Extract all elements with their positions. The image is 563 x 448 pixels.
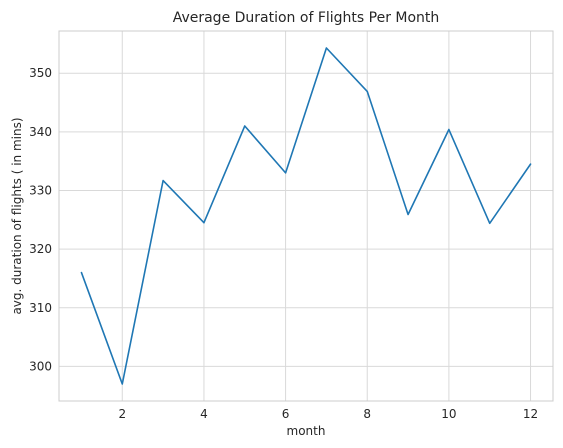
- series-layer: [80, 47, 532, 385]
- x-tick-label: 8: [363, 407, 371, 421]
- x-tick-label: 4: [200, 407, 208, 421]
- y-tick-label: 320: [29, 242, 52, 256]
- x-tick-label: 12: [523, 407, 538, 421]
- plot-area: [59, 31, 553, 401]
- grid: [59, 31, 553, 401]
- y-tick-label: 300: [29, 359, 52, 373]
- y-tick-label: 340: [29, 125, 52, 139]
- y-tick-label: 350: [29, 66, 52, 80]
- y-axis-label: avg. duration of flights ( in mins): [10, 117, 24, 314]
- plot-frame: [58, 30, 554, 402]
- series-line: [80, 47, 532, 385]
- chart-title: Average Duration of Flights Per Month: [173, 10, 440, 26]
- y-tick-label: 330: [29, 183, 52, 197]
- y-tick-label: 310: [29, 301, 52, 315]
- x-tick-labels: 2 4 6 8 10 12: [118, 407, 538, 421]
- y-tick-labels: 300 310 320 330 340 350: [29, 66, 52, 373]
- x-tick-label: 6: [282, 407, 290, 421]
- x-tick-label: 2: [118, 407, 126, 421]
- x-tick-label: 10: [441, 407, 456, 421]
- x-axis-label: month: [287, 424, 326, 438]
